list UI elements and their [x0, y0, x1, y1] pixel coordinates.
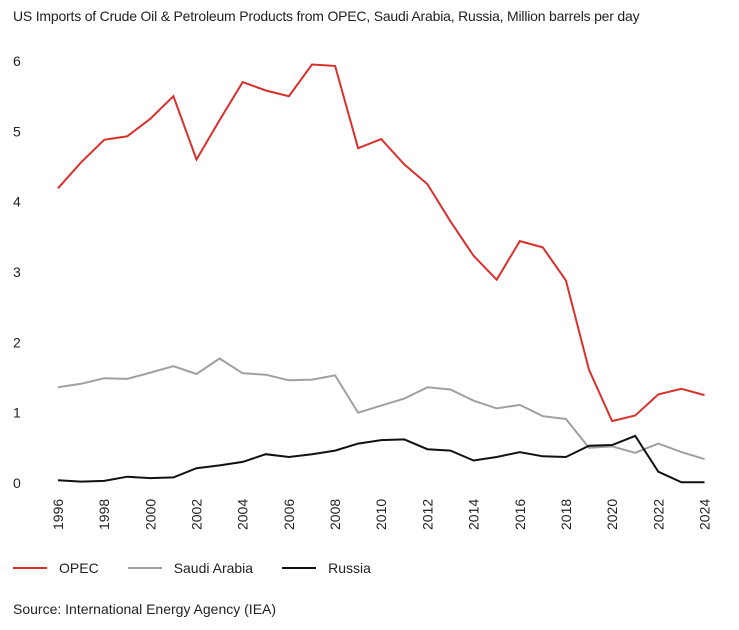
legend-label: Russia [328, 560, 371, 576]
x-tick-label: 2024 [696, 499, 712, 530]
x-tick-label: 2004 [235, 499, 251, 530]
series-line-opec [57, 63, 705, 423]
x-tick-label: 2002 [189, 499, 205, 530]
y-tick-label: 6 [13, 53, 21, 69]
x-tick-label: 1996 [50, 499, 66, 530]
x-tick-label: 2006 [281, 499, 297, 530]
x-tick-label: 2016 [512, 499, 528, 530]
legend-swatch [13, 567, 47, 569]
legend-swatch [282, 567, 317, 569]
line-chart: 0 1 2 3 4 5 6 1996 1998 2000 2002 2004 2006 2008 2010 2… [13, 53, 712, 530]
legend-label: Saudi Arabia [173, 560, 254, 576]
y-tick-label: 4 [13, 194, 21, 210]
source-note: Source: International Energy Agency (IEA… [13, 601, 277, 617]
x-tick-label: 2000 [142, 499, 158, 530]
legend-label: OPEC [59, 560, 99, 576]
x-tick-label: 2014 [466, 499, 482, 530]
legend-item: Saudi Arabia [127, 560, 254, 576]
chart-title: US Imports of Crude Oil & Petroleum Prod… [13, 8, 640, 24]
x-tick-label: 2018 [558, 499, 574, 530]
x-tick-label: 2020 [604, 499, 620, 530]
x-tick-label: 2010 [373, 499, 389, 530]
x-tick-label: 2008 [327, 499, 343, 530]
series-line-russia [57, 434, 705, 484]
legend-item: OPEC [13, 560, 99, 576]
chart-legend: OPEC Saudi Arabia Russia [13, 560, 400, 576]
x-tick-label: 1998 [96, 499, 112, 530]
y-tick-label: 1 [13, 405, 21, 421]
y-tick-label: 5 [13, 123, 21, 139]
legend-swatch [127, 567, 162, 569]
y-tick-label: 3 [13, 264, 21, 280]
x-tick-label: 2022 [650, 499, 666, 530]
y-tick-label: 0 [13, 475, 21, 491]
y-tick-label: 2 [13, 334, 21, 350]
series-line-saudi-arabia [57, 357, 705, 461]
x-tick-label: 2012 [419, 499, 435, 530]
legend-item: Russia [282, 560, 371, 576]
